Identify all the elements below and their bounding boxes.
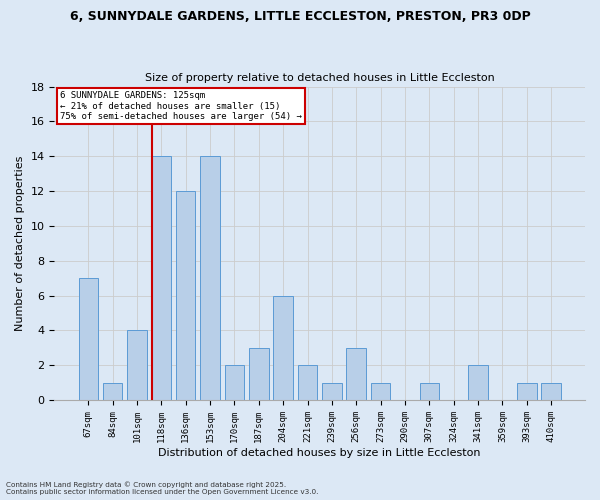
Y-axis label: Number of detached properties: Number of detached properties xyxy=(15,156,25,331)
Title: Size of property relative to detached houses in Little Eccleston: Size of property relative to detached ho… xyxy=(145,73,494,83)
Text: 6 SUNNYDALE GARDENS: 125sqm
← 21% of detached houses are smaller (15)
75% of sem: 6 SUNNYDALE GARDENS: 125sqm ← 21% of det… xyxy=(60,92,302,121)
Bar xyxy=(274,296,293,400)
Bar xyxy=(517,382,536,400)
Bar xyxy=(419,382,439,400)
Bar xyxy=(469,365,488,400)
Bar xyxy=(298,365,317,400)
Bar xyxy=(103,382,122,400)
Bar xyxy=(200,156,220,400)
Text: Contains HM Land Registry data © Crown copyright and database right 2025.
Contai: Contains HM Land Registry data © Crown c… xyxy=(6,482,319,495)
Bar xyxy=(541,382,561,400)
X-axis label: Distribution of detached houses by size in Little Eccleston: Distribution of detached houses by size … xyxy=(158,448,481,458)
Bar xyxy=(371,382,391,400)
Bar xyxy=(224,365,244,400)
Bar xyxy=(127,330,147,400)
Bar xyxy=(176,191,196,400)
Bar xyxy=(152,156,171,400)
Bar xyxy=(249,348,269,400)
Bar xyxy=(346,348,366,400)
Text: 6, SUNNYDALE GARDENS, LITTLE ECCLESTON, PRESTON, PR3 0DP: 6, SUNNYDALE GARDENS, LITTLE ECCLESTON, … xyxy=(70,10,530,23)
Bar xyxy=(79,278,98,400)
Bar xyxy=(322,382,341,400)
